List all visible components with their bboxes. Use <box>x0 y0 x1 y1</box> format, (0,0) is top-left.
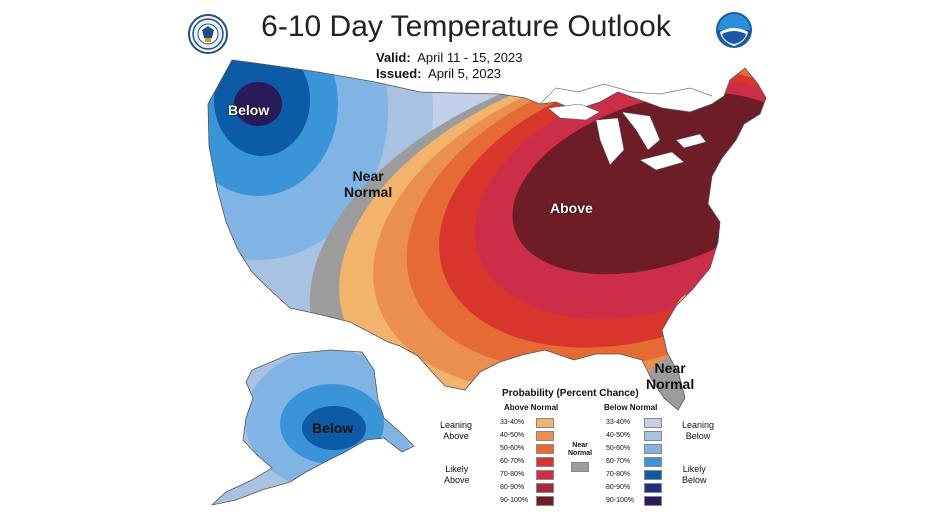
legend-above-row: 80-90% <box>500 482 554 493</box>
legend-range-label: 70-80% <box>606 471 631 478</box>
legend-above-row: 70-80% <box>500 469 554 480</box>
legend-near-swatch <box>571 462 590 472</box>
legend-above-row: 33-40% <box>500 417 554 428</box>
legend-range-label: 40-50% <box>500 432 525 439</box>
legend-range-label: 50-60% <box>606 445 631 452</box>
legend-above-header: Above Normal <box>504 403 559 412</box>
legend-swatch <box>644 417 662 428</box>
label-above: Above <box>550 200 593 216</box>
legend-above-row: 90-100% <box>500 495 554 506</box>
legend-range-label: 70-80% <box>500 471 525 478</box>
legend-swatch <box>536 482 554 493</box>
label-below-alaska: Below <box>312 420 354 436</box>
legend-below-header: Below Normal <box>604 403 658 412</box>
legend-swatch <box>536 430 554 441</box>
legend-below-row: 70-80% <box>606 469 662 480</box>
legend-above-row: 50-60% <box>500 443 554 454</box>
legend-below-row: 90-100% <box>606 495 662 506</box>
page-title: 6-10 Day Temperature Outlook <box>261 10 671 43</box>
legend-range-label: 33-40% <box>606 419 631 426</box>
legend-swatch <box>536 469 554 480</box>
legend-range-label: 60-70% <box>500 458 525 465</box>
issued-label: Issued: <box>376 66 422 81</box>
legend-below-row: 50-60% <box>606 443 662 454</box>
legend-near-normal: Near Normal <box>568 442 592 472</box>
legend-above-row: 60-70% <box>500 456 554 467</box>
legend-above-row: 40-50% <box>500 430 554 441</box>
legend-swatch <box>644 482 662 493</box>
legend-range-label: 33-40% <box>500 419 525 426</box>
legend-swatch <box>536 456 554 467</box>
legend-range-label: 90-100% <box>500 497 529 504</box>
legend-leaning-above: Leaning Above <box>440 420 473 441</box>
legend-below-row: 80-90% <box>606 482 662 493</box>
doc-seal-icon <box>188 14 228 54</box>
label-near-normal-florida: Near Normal <box>646 360 695 392</box>
valid-label: Valid: <box>376 50 411 65</box>
legend-range-label: 60-70% <box>606 458 631 465</box>
legend-likely-below: Likely Below <box>682 464 707 485</box>
date-info: Valid: April 11 - 15, 2023 Issued: April… <box>376 50 522 82</box>
alaska-region <box>212 350 414 505</box>
legend-swatch <box>536 495 554 506</box>
legend-swatch <box>644 495 662 506</box>
legend-swatch <box>644 469 662 480</box>
noaa-logo-icon <box>716 12 752 48</box>
legend-below-row: 40-50% <box>606 430 662 441</box>
legend-range-label: 80-90% <box>606 484 631 491</box>
great-lakes <box>547 103 707 171</box>
legend-swatch <box>644 443 662 454</box>
legend-swatch <box>536 417 554 428</box>
legend-range-label: 90-100% <box>606 497 635 504</box>
valid-value: April 11 - 15, 2023 <box>417 50 523 65</box>
legend-range-label: 40-50% <box>606 432 631 439</box>
legend-swatch <box>644 456 662 467</box>
legend-swatch <box>644 430 662 441</box>
legend-likely-above: Likely Above <box>444 464 470 485</box>
legend-below-row: 60-70% <box>606 456 662 467</box>
label-below-northwest: Below <box>228 102 270 118</box>
legend-range-label: 50-60% <box>500 445 525 452</box>
label-near-normal-west: Near Normal <box>344 168 393 200</box>
legend-swatch <box>536 443 554 454</box>
legend-range-label: 80-90% <box>500 484 525 491</box>
legend-below-row: 33-40% <box>606 417 662 428</box>
legend-leaning-below: Leaning Below <box>682 420 715 441</box>
legend-title: Probability (Percent Chance) <box>502 388 639 399</box>
probability-legend: Probability (Percent Chance) Above Norma… <box>440 386 740 516</box>
issued-value: April 5, 2023 <box>428 66 502 81</box>
